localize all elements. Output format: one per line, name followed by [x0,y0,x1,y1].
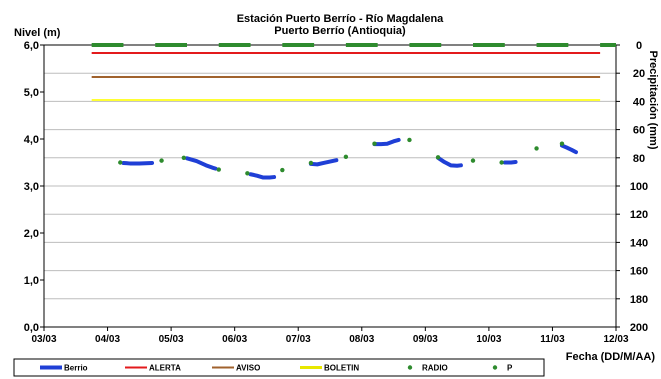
series-radio-point [181,155,187,160]
x-axis-label: Fecha (DD/M/AA) [566,351,656,363]
series-berrio-segment [372,137,401,147]
y2-tick-label: 40 [633,96,645,108]
series-radio-point [118,160,123,165]
legend: Berrio ALERTA AVISO BOLETIN RADIO P [40,364,513,373]
x-tick-label: 12/03 [603,334,628,345]
y2-tick-label: 160 [630,266,648,278]
legend-label: P [507,364,513,373]
x-tick-label: 11/03 [540,334,565,345]
series-radio-point [534,146,539,151]
y-ticks: 0,0 1,0 2,0 3,0 4,0 5,0 6,0 [24,40,44,334]
y-axis-label: Nivel (m) [14,27,61,39]
series-radio-point [407,137,412,143]
y-tick-label: 2,0 [24,228,39,240]
series-layer [91,43,616,180]
x-tick-label: 04/03 [95,334,120,345]
y2-tick-label: 60 [633,125,645,137]
chart-subtitle: Puerto Berrío (Antioquia) [274,25,406,37]
y2-tick-label: 20 [633,68,645,80]
y2-tick-label: 180 [630,294,648,306]
legend-swatch [492,365,498,370]
x-tick-label: 05/03 [159,334,184,345]
series-radio-point [280,167,285,173]
series-radio-point [308,160,314,166]
y2-tick-label: 80 [633,153,645,165]
y-tick-label: 0,0 [24,322,39,334]
series-radio-point [245,171,250,176]
y-tick-label: 4,0 [24,134,39,146]
series-radio-point [159,158,164,163]
legend-label: BOLETIN [324,364,359,373]
y2-axis-label: Precipitación (mm) [647,50,659,149]
series-berrio-segment [308,158,339,167]
y-tick-label: 3,0 [24,181,39,193]
y-tick-label: 6,0 [24,40,39,52]
series-berrio-segment [248,172,277,180]
x-tick-label: 08/03 [349,334,374,345]
series-berrio-segment [185,156,218,171]
x-tick-label: 07/03 [286,334,311,345]
series-radio-point [559,141,565,146]
x-tick-label: 03/03 [31,334,56,345]
series-radio-point [499,160,504,165]
chart-title: Estación Puerto Berrío - Río Magdalena [237,13,444,25]
y2-ticks: 0 20 40 60 80 100 120 140 160 180 200 [616,40,648,334]
legend-label: ALERTA [149,364,181,373]
y-tick-label: 1,0 [24,275,39,287]
y-tick-label: 5,0 [24,87,39,99]
x-tick-label: 10/03 [476,334,501,345]
y2-tick-label: 0 [636,40,642,52]
x-ticks: 03/03 04/03 05/03 06/03 07/03 08/03 09/03 10/03… [31,327,629,345]
y2-tick-label: 100 [630,181,648,193]
legend-swatch [407,365,413,370]
legend-box [13,358,545,377]
legend-label: RADIO [422,364,448,373]
series-berrio-segment [559,143,578,155]
series-radio-point [343,154,349,160]
y2-tick-label: 140 [630,237,648,249]
legend-label: AVISO [236,364,260,373]
series-radio-point [470,158,476,163]
x-tick-label: 09/03 [413,334,438,345]
series-radio-point [372,141,377,146]
legend-label: Berrio [64,364,88,373]
y2-tick-label: 200 [630,322,648,334]
series-berrio-segment [436,155,463,168]
series-radio-point [216,167,221,172]
series-radio-point [435,155,441,160]
y2-tick-label: 120 [630,209,648,221]
x-tick-label: 06/03 [222,334,247,345]
